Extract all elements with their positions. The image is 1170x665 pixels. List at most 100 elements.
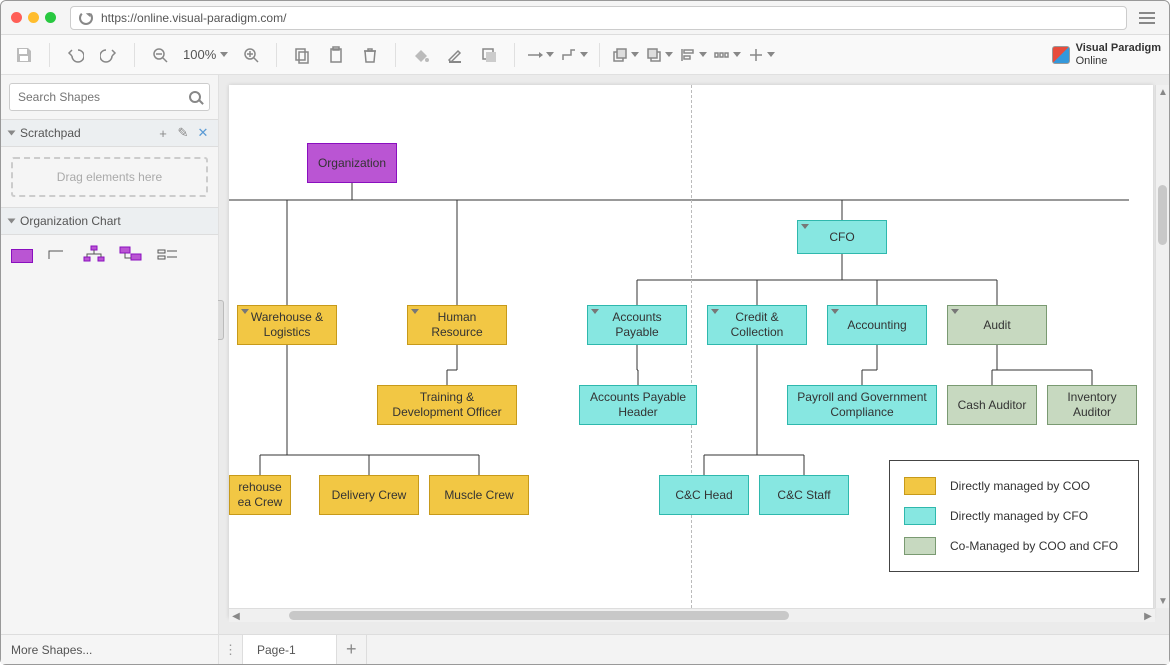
- node-label: CFO: [829, 230, 854, 245]
- scratchpad-hint: Drag elements here: [57, 170, 162, 184]
- org-node-acct[interactable]: Accounting: [827, 305, 927, 345]
- zoom-out-button[interactable]: [145, 40, 175, 70]
- reload-icon[interactable]: [79, 11, 93, 25]
- scroll-right-icon[interactable]: ▶: [1141, 609, 1155, 623]
- page-tab[interactable]: Page-1: [243, 635, 337, 664]
- scroll-up-icon[interactable]: ▲: [1156, 85, 1169, 99]
- page-tab-label: Page-1: [257, 643, 296, 657]
- node-label: Audit: [983, 318, 1010, 333]
- align-button[interactable]: [678, 40, 708, 70]
- legend[interactable]: Directly managed by COODirectly managed …: [889, 460, 1139, 572]
- canvas[interactable]: Organization CFO Warehouse & Logistics Huma…: [229, 85, 1153, 618]
- shadow-button[interactable]: [474, 40, 504, 70]
- vertical-scrollbar[interactable]: ▲ ▼: [1155, 85, 1169, 608]
- horizontal-scrollbar[interactable]: ◀ ▶: [229, 608, 1155, 622]
- org-node-wl[interactable]: Warehouse & Logistics: [237, 305, 337, 345]
- org-node-pgc[interactable]: Payroll and Government Compliance: [787, 385, 937, 425]
- minimize-window-icon[interactable]: [28, 12, 39, 23]
- scratchpad-close-icon[interactable]: ✕: [196, 126, 210, 140]
- org-node-cc[interactable]: Credit & Collection: [707, 305, 807, 345]
- org-node-audit[interactable]: Audit: [947, 305, 1047, 345]
- scroll-thumb[interactable]: [1158, 185, 1167, 245]
- collapse-icon: [8, 219, 16, 224]
- org-node-aph[interactable]: Accounts Payable Header: [579, 385, 697, 425]
- zoom-in-button[interactable]: [236, 40, 266, 70]
- node-collapse-icon[interactable]: [591, 309, 599, 314]
- shapes-palette: [1, 235, 218, 276]
- redo-button[interactable]: [94, 40, 124, 70]
- page-tabs: ⋮ Page-1 +: [219, 634, 1169, 664]
- org-node-cchead[interactable]: C&C Head: [659, 475, 749, 515]
- menu-button[interactable]: [1135, 6, 1159, 30]
- more-shapes-button[interactable]: More Shapes...: [1, 634, 218, 664]
- node-collapse-icon[interactable]: [831, 309, 839, 314]
- node-collapse-icon[interactable]: [411, 309, 419, 314]
- node-label: Accounts Payable: [594, 310, 680, 340]
- node-collapse-icon[interactable]: [951, 309, 959, 314]
- org-node-hr[interactable]: Human Resource: [407, 305, 507, 345]
- canvas-wrap: Organization CFO Warehouse & Logistics Huma…: [219, 75, 1169, 664]
- save-button[interactable]: [9, 40, 39, 70]
- line-color-button[interactable]: [440, 40, 470, 70]
- org-node-wac[interactable]: rehouse ea Crew: [229, 475, 291, 515]
- scratchpad-add-icon[interactable]: +: [156, 126, 170, 140]
- connection-style-button[interactable]: [525, 40, 555, 70]
- address-bar[interactable]: [70, 6, 1127, 30]
- shape-list-icon[interactable]: [157, 247, 179, 264]
- org-node-org[interactable]: Organization: [307, 143, 397, 183]
- search-input[interactable]: [18, 90, 189, 104]
- legend-label: Co-Managed by COO and CFO: [950, 539, 1118, 553]
- node-label: Credit & Collection: [714, 310, 800, 340]
- org-node-inv[interactable]: Inventory Auditor: [1047, 385, 1137, 425]
- copy-button[interactable]: [287, 40, 317, 70]
- zoom-level[interactable]: 100%: [179, 47, 232, 62]
- shape-org-unit-icon[interactable]: [11, 249, 33, 263]
- node-collapse-icon[interactable]: [711, 309, 719, 314]
- shape-connector-icon[interactable]: [47, 247, 69, 264]
- brand-line1: Visual Paradigm: [1076, 42, 1161, 54]
- org-node-tdo[interactable]: Training & Development Officer: [377, 385, 517, 425]
- add-page-button[interactable]: +: [337, 635, 367, 664]
- delete-button[interactable]: [355, 40, 385, 70]
- sidebar-resize-handle[interactable]: [218, 300, 224, 340]
- org-node-mus[interactable]: Muscle Crew: [429, 475, 529, 515]
- org-node-cash[interactable]: Cash Auditor: [947, 385, 1037, 425]
- shapes-section-header[interactable]: Organization Chart: [1, 207, 218, 235]
- scratchpad-dropzone[interactable]: Drag elements here: [11, 157, 208, 197]
- node-collapse-icon[interactable]: [801, 224, 809, 229]
- node-label: Training & Development Officer: [384, 390, 510, 420]
- fill-color-button[interactable]: [406, 40, 436, 70]
- org-node-ap[interactable]: Accounts Payable: [587, 305, 687, 345]
- scratchpad-edit-icon[interactable]: ✎: [176, 126, 190, 140]
- distribute-button[interactable]: [712, 40, 742, 70]
- add-button[interactable]: [746, 40, 776, 70]
- toolbar: 100% Visual ParadigmOnline: [1, 35, 1169, 75]
- shape-hierarchy-icon[interactable]: [83, 245, 105, 266]
- node-collapse-icon[interactable]: [241, 309, 249, 314]
- org-node-ccstaff[interactable]: C&C Staff: [759, 475, 849, 515]
- url-input[interactable]: [101, 11, 1118, 25]
- shape-stacked-icon[interactable]: [119, 246, 143, 265]
- paste-button[interactable]: [321, 40, 351, 70]
- org-node-del[interactable]: Delivery Crew: [319, 475, 419, 515]
- scroll-down-icon[interactable]: ▼: [1156, 594, 1169, 608]
- main-area: Scratchpad + ✎ ✕ Drag elements here Orga…: [1, 75, 1169, 664]
- maximize-window-icon[interactable]: [45, 12, 56, 23]
- legend-label: Directly managed by COO: [950, 479, 1090, 493]
- to-front-button[interactable]: [610, 40, 640, 70]
- undo-button[interactable]: [60, 40, 90, 70]
- search-icon[interactable]: [189, 91, 201, 103]
- close-window-icon[interactable]: [11, 12, 22, 23]
- org-node-cfo[interactable]: CFO: [797, 220, 887, 254]
- canvas-viewport[interactable]: Organization CFO Warehouse & Logistics Huma…: [219, 75, 1169, 634]
- scroll-left-icon[interactable]: ◀: [229, 609, 243, 623]
- legend-swatch: [904, 507, 936, 525]
- scratchpad-header[interactable]: Scratchpad + ✎ ✕: [1, 119, 218, 147]
- page-tabs-menu[interactable]: ⋮: [219, 635, 243, 664]
- to-back-button[interactable]: [644, 40, 674, 70]
- node-label: Accounts Payable Header: [586, 390, 690, 420]
- brand-line2: Online: [1076, 55, 1108, 67]
- waypoint-style-button[interactable]: [559, 40, 589, 70]
- shape-search[interactable]: [9, 83, 210, 111]
- scroll-thumb[interactable]: [289, 611, 789, 620]
